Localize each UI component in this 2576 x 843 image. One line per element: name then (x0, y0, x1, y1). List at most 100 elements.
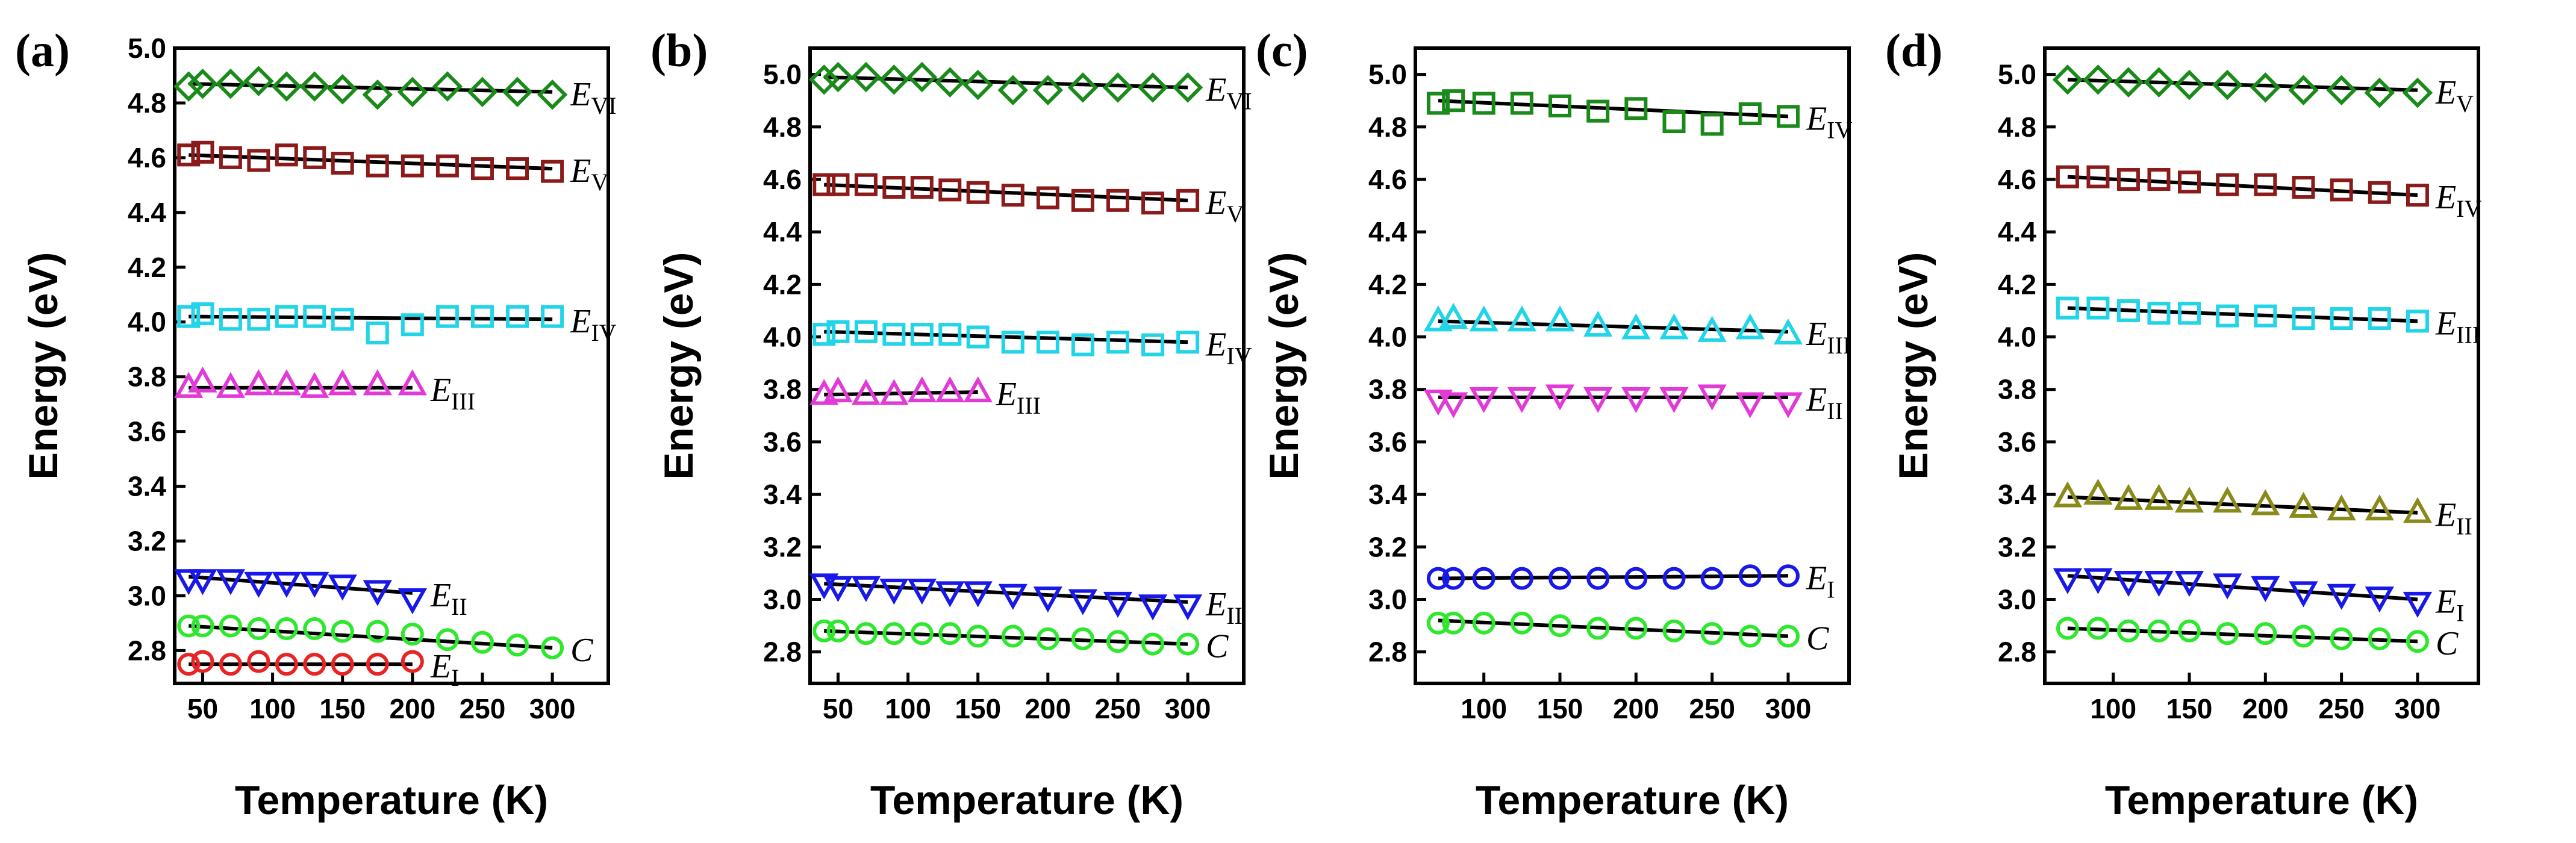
y-tick-label: 4.2 (763, 269, 802, 300)
data-point (247, 149, 270, 172)
y-tick-label: 4.6 (128, 142, 166, 173)
panel-a: 50 100 150 200 250 300 2.8 3.0 3.2 3.4 3.6 3.8 4.0 4.… (15, 24, 617, 823)
panel-b: 50 100 150 200 250 300 2.8 3.0 3.2 3.4 3.6 3.8 4.0 4.… (650, 24, 1252, 823)
series-e-v: EV (812, 173, 1244, 228)
x-tick-label: 200 (389, 693, 435, 724)
data-point (1662, 110, 1686, 134)
data-point (1700, 622, 1724, 645)
data-point (808, 64, 840, 95)
data-point (997, 75, 1029, 105)
data-point (1700, 113, 1724, 136)
data-point (2056, 617, 2079, 640)
data-point (1141, 333, 1165, 356)
data-point (826, 619, 850, 642)
data-point (271, 71, 302, 102)
data-point (1472, 92, 1495, 115)
plot-frame (1414, 46, 1851, 685)
data-point (1173, 594, 1203, 621)
data-point (1624, 97, 1648, 120)
data-point (823, 376, 853, 403)
data-point (191, 614, 214, 638)
data-point (177, 143, 201, 167)
data-point (2403, 497, 2433, 523)
series-e-iv: EIV (1426, 89, 1852, 143)
data-point (506, 305, 529, 328)
data-point (191, 302, 214, 326)
data-point (1624, 567, 1648, 590)
data-point (299, 71, 330, 102)
data-point (275, 653, 298, 676)
data-point (1068, 589, 1098, 615)
x-tick-label: 50 (823, 693, 853, 724)
data-point (328, 369, 357, 396)
data-point (1659, 313, 1689, 340)
data-point (2052, 64, 2083, 95)
y-tick-label: 3.6 (763, 426, 802, 458)
series-label: EIII (430, 372, 475, 415)
data-point (2113, 484, 2144, 510)
data-point (962, 69, 993, 101)
data-point (216, 569, 246, 596)
plot-frame (2043, 46, 2480, 685)
data-point (1700, 567, 1724, 590)
y-tick-label: 3.2 (128, 526, 166, 557)
data-point (826, 173, 850, 196)
x-tick-label: 300 (2395, 693, 2441, 724)
data-point (502, 76, 533, 108)
data-point (1545, 305, 1575, 332)
data-point (243, 66, 274, 96)
series-e-iii: EIII (2056, 296, 2480, 348)
data-point (1738, 564, 1762, 588)
data-point (2289, 581, 2318, 608)
series-e-iii: EIII (1423, 302, 1851, 359)
data-point (398, 369, 427, 396)
y-tick-label: 4.8 (1368, 111, 1407, 143)
data-point (1776, 564, 1800, 588)
data-point (2368, 307, 2391, 331)
data-point (1510, 611, 1533, 635)
y-tick-label: 3.8 (763, 374, 802, 405)
data-point (2086, 296, 2110, 320)
x-axis-title: Temperature (K) (235, 777, 548, 823)
series-e-vi: EVI (808, 61, 1252, 114)
data-point (2330, 178, 2353, 202)
data-point (1697, 316, 1727, 342)
data-point (1510, 92, 1533, 115)
data-point (963, 376, 993, 403)
data-point (401, 313, 424, 337)
panel-label: (a) (15, 24, 70, 76)
data-point (219, 614, 242, 638)
data-point (2406, 310, 2429, 333)
fit-line (1438, 574, 1788, 580)
data-point (2116, 299, 2140, 322)
data-point (910, 622, 934, 645)
data-point (879, 64, 909, 95)
data-point (2254, 304, 2277, 328)
data-point (247, 308, 270, 331)
y-tick-label: 5.0 (1368, 59, 1407, 90)
data-point (216, 372, 246, 398)
data-point (2174, 487, 2204, 513)
y-tick-label: 4.0 (128, 306, 166, 338)
data-point (541, 305, 564, 328)
panel-label: (b) (650, 24, 708, 76)
data-point (2292, 624, 2315, 648)
data-point (1001, 184, 1024, 207)
data-point (401, 650, 424, 673)
y-tick-label: 5.0 (1998, 59, 2036, 90)
data-point (300, 372, 329, 398)
series-e-v: EV (177, 140, 608, 196)
data-point (331, 151, 354, 175)
data-point (2174, 69, 2205, 101)
series-label: EI (2435, 583, 2465, 626)
data-point (1442, 611, 1465, 635)
data-point (303, 305, 326, 328)
data-point (1172, 72, 1203, 103)
x-tick-label: 100 (2090, 693, 2136, 724)
y-tick-label: 4.2 (1368, 269, 1407, 300)
data-point (331, 653, 354, 676)
data-point (938, 622, 962, 645)
data-point (2178, 170, 2201, 194)
data-point (2113, 67, 2144, 98)
data-point (173, 71, 204, 102)
